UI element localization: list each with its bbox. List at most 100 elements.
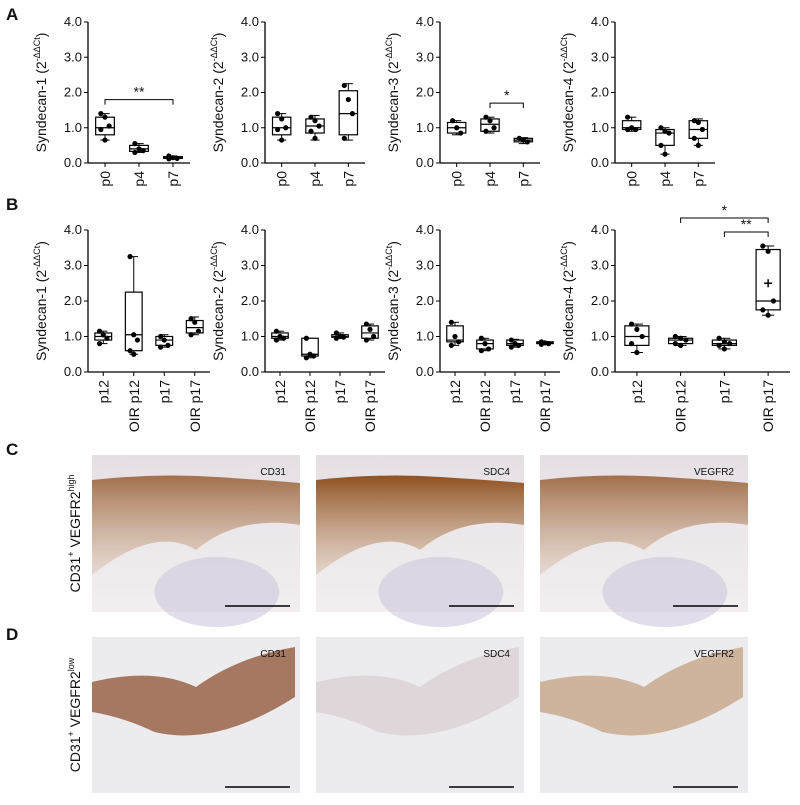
row-label-sup: high [66, 475, 76, 492]
data-point [308, 128, 314, 134]
data-point [170, 155, 176, 161]
data-point [188, 332, 194, 338]
y-tick-label: 3.0 [64, 49, 82, 64]
x-tick-label: p0 [274, 171, 290, 187]
data-point [524, 139, 530, 145]
y-tick-label: 0.0 [416, 364, 434, 379]
data-point [662, 128, 668, 134]
data-point [316, 123, 322, 129]
significance-bracket [680, 217, 769, 223]
x-tick-label: OIR p17 [760, 380, 776, 432]
data-point [699, 126, 705, 133]
data-point [633, 126, 639, 133]
y-axis-label: Syndecan-1 (2-ΔΔCt) [32, 33, 49, 153]
y-axis-label-text: Syndecan-2 (2 [210, 270, 226, 361]
data-point [658, 142, 664, 148]
data-point [96, 341, 103, 347]
box [338, 90, 359, 136]
data-point [192, 319, 198, 325]
data-point [303, 335, 309, 341]
x-tick-label: p7 [340, 171, 356, 187]
tissue-stain [316, 475, 524, 575]
y-axis-label: Syndecan-3 (2-ΔΔCt) [384, 241, 401, 361]
mean-marker [764, 279, 773, 288]
data-point [662, 151, 668, 157]
data-point [538, 341, 544, 347]
data-point [691, 118, 697, 124]
tissue [92, 647, 295, 736]
data-point [127, 254, 133, 260]
stain-label: SDC4 [483, 467, 510, 478]
y-tick-label: 3.0 [416, 49, 434, 64]
y-axis-label-end: ) [210, 241, 226, 246]
y-tick-label: 4.0 [591, 222, 609, 237]
data-point [691, 135, 697, 141]
data-point [140, 148, 146, 154]
data-point [174, 155, 180, 162]
data-point [333, 330, 339, 336]
x-tick-label: p0 [97, 171, 113, 187]
x-tick-label: p17 [332, 380, 348, 404]
data-point [345, 96, 351, 103]
data-point [658, 125, 664, 131]
data-point [333, 335, 339, 341]
significance-label: ** [741, 216, 752, 232]
data-point [456, 339, 462, 345]
x-tick-label: p4 [657, 171, 673, 187]
y-axis-label-end: ) [560, 241, 576, 246]
x-tick-label: p7 [690, 171, 706, 187]
data-point [106, 123, 112, 129]
data-point [672, 341, 678, 347]
x-tick-label: OIR p17 [537, 380, 553, 432]
data-point [188, 316, 194, 322]
y-tick-label: 4.0 [591, 14, 609, 29]
tissue-stain [92, 475, 300, 575]
data-point [678, 342, 684, 348]
tissue [602, 557, 728, 627]
data-point [450, 118, 456, 124]
data-point [727, 341, 733, 347]
data-point [371, 333, 377, 340]
data-point [165, 342, 171, 348]
data-point [721, 346, 727, 352]
data-point [312, 118, 318, 124]
data-point [341, 135, 347, 141]
data-point [341, 82, 347, 89]
y-tick-label: 4.0 [64, 222, 82, 237]
y-axis-label-end: ) [385, 241, 401, 246]
data-point [454, 125, 460, 131]
y-axis-label-sup: -ΔΔCt [384, 37, 394, 62]
significance-label: * [722, 202, 728, 218]
stain-label: VEGFR2 [694, 467, 734, 478]
y-tick-label: 0.0 [591, 364, 609, 379]
x-tick-label: p0 [624, 171, 640, 187]
data-point [279, 137, 285, 143]
y-axis-label: Syndecan-2 (2-ΔΔCt) [209, 241, 226, 361]
y-axis-label-end: ) [385, 33, 401, 38]
significance-label: * [504, 87, 510, 103]
y-axis-label: Syndecan-4 (2-ΔΔCt) [559, 33, 576, 153]
panel-label: A [6, 5, 18, 24]
y-tick-label: 2.0 [64, 293, 82, 308]
y-tick-label: 3.0 [241, 49, 259, 64]
y-axis-label-sup: -ΔΔCt [32, 37, 42, 62]
box [446, 325, 464, 343]
data-point [487, 118, 493, 124]
y-axis-label-sup: -ΔΔCt [384, 245, 394, 270]
y-tick-label: 2.0 [591, 85, 609, 100]
data-point [275, 126, 281, 133]
data-point [721, 339, 727, 345]
y-axis-label-sup: -ΔΔCt [209, 245, 219, 270]
y-tick-label: 3.0 [416, 258, 434, 273]
x-tick-label: p4 [482, 171, 498, 187]
data-point [303, 355, 309, 361]
data-point [98, 126, 104, 133]
y-axis-label-end: ) [210, 33, 226, 38]
y-tick-label: 1.0 [416, 329, 434, 344]
y-tick-label: 2.0 [591, 293, 609, 308]
y-tick-label: 4.0 [241, 14, 259, 29]
data-point [283, 125, 289, 131]
row-label-text: VEGFR2 [67, 491, 83, 551]
y-axis-label-text: Syndecan-3 (2 [385, 270, 401, 361]
data-point [508, 337, 514, 343]
